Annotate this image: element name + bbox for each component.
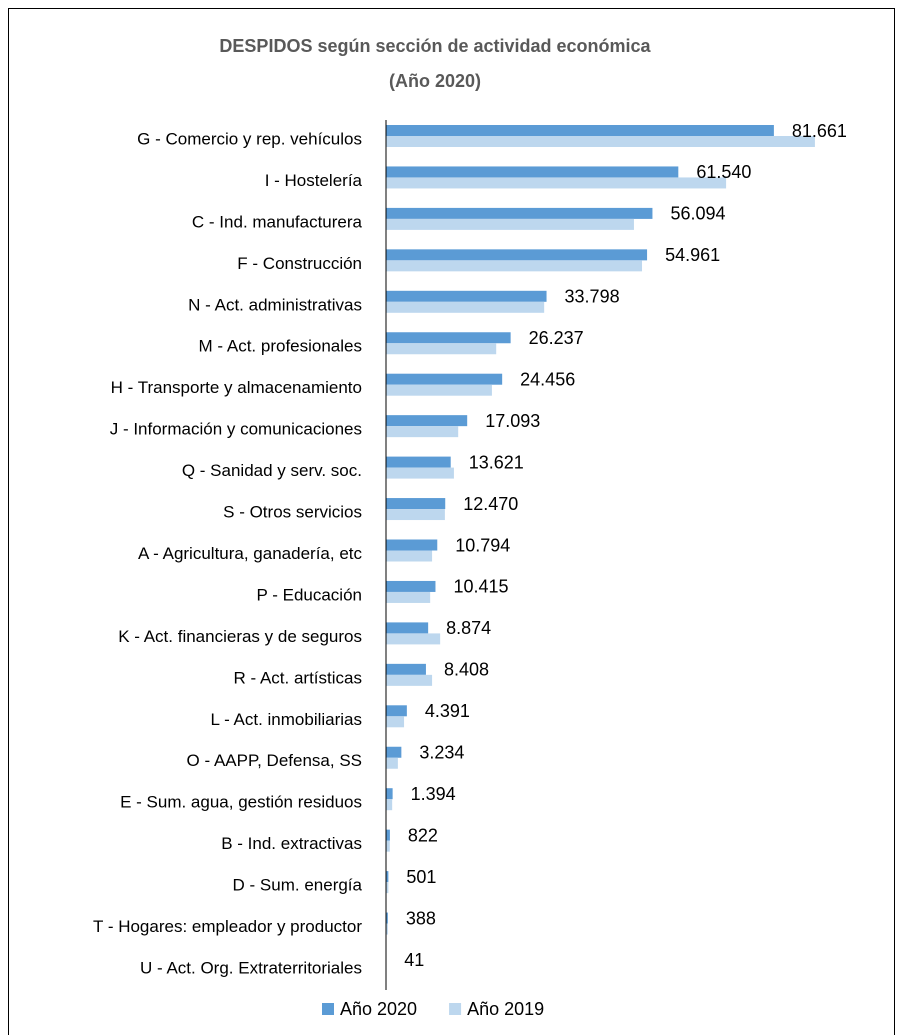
y-tick-label: S - Otros servicios (223, 503, 362, 522)
data-label: 24.456 (520, 369, 575, 389)
bar (386, 663, 426, 675)
y-tick-label: K - Act. financieras y de seguros (118, 627, 362, 646)
bar (386, 456, 451, 468)
bar (386, 788, 393, 800)
bar (386, 746, 402, 758)
bar (386, 882, 389, 894)
bar (386, 301, 545, 313)
chart-subtitle: (Año 2020) (389, 71, 481, 91)
data-label: 26.237 (529, 328, 584, 348)
legend-swatch (449, 1003, 462, 1015)
data-label: 13.621 (469, 452, 524, 472)
bar (386, 218, 634, 230)
y-tick-label: N - Act. administrativas (188, 295, 362, 314)
y-tick-label: D - Sum. energía (233, 876, 363, 895)
legend-label: Año 2020 (340, 999, 417, 1019)
y-tick-label: G - Comercio y rep. vehículos (137, 129, 362, 148)
data-label: 10.415 (453, 577, 508, 597)
y-tick-label: J - Información y comunicaciones (110, 420, 362, 439)
bar (386, 705, 407, 717)
bar (386, 136, 815, 147)
bar (386, 415, 468, 427)
y-tick-label: C - Ind. manufacturera (192, 212, 363, 231)
y-tick-label: M - Act. profesionales (199, 337, 362, 356)
bar (386, 757, 398, 769)
bar (386, 674, 433, 686)
bar (386, 622, 429, 634)
y-tick-label: O - AAPP, Defensa, SS (187, 751, 362, 770)
y-tick-label: L - Act. inmobiliarias (211, 710, 362, 729)
data-label: 81.661 (792, 121, 847, 141)
data-label: 56.094 (670, 204, 725, 224)
bar (386, 343, 497, 355)
data-label: 388 (406, 908, 436, 928)
data-label: 10.794 (455, 535, 510, 555)
y-tick-label: I - Hostelería (265, 171, 363, 190)
y-tick-label: A - Agricultura, ganadería, etc (138, 544, 362, 563)
y-tick-label: B - Ind. extractivas (221, 834, 362, 853)
data-label: 501 (406, 867, 436, 887)
data-label: 3.234 (419, 743, 464, 763)
bar (386, 539, 438, 551)
bar (386, 580, 436, 592)
bar (386, 177, 727, 189)
bar (386, 373, 503, 385)
legend-swatch (322, 1003, 334, 1015)
bar (386, 912, 388, 924)
bar (386, 840, 390, 852)
bar (386, 290, 547, 302)
y-tick-label: T - Hogares: empleador y productor (93, 917, 362, 936)
chart-title: DESPIDOS según sección de actividad econ… (219, 36, 651, 56)
data-label: 12.470 (463, 494, 518, 514)
y-tick-label: Q - Sanidad y serv. soc. (182, 461, 362, 480)
bar (386, 871, 389, 883)
y-tick-label: U - Act. Org. Extraterritoriales (140, 958, 362, 977)
bar (386, 332, 511, 344)
bar (386, 426, 459, 438)
bar (386, 207, 653, 219)
data-label: 8.408 (444, 660, 489, 680)
data-label: 822 (408, 825, 438, 845)
bar (386, 799, 393, 811)
y-tick-label: H - Transporte y almacenamiento (111, 378, 362, 397)
y-tick-label: P - Educación (256, 585, 362, 604)
bar (386, 166, 679, 178)
bar (386, 249, 648, 261)
chart-frame (8, 8, 895, 1035)
y-tick-label: F - Construcción (237, 254, 362, 273)
data-label: 4.391 (425, 701, 470, 721)
bar (386, 829, 390, 841)
data-label: 33.798 (565, 287, 620, 307)
bar (386, 633, 441, 645)
data-label: 41 (404, 950, 424, 970)
data-label: 61.540 (696, 162, 751, 182)
data-label: 54.961 (665, 245, 720, 265)
bar (386, 716, 405, 728)
bar (386, 498, 446, 510)
bar (386, 260, 643, 272)
y-tick-label: E - Sum. agua, gestión residuos (120, 793, 362, 812)
bar (386, 384, 492, 396)
bar (386, 467, 454, 479)
data-label: 1.394 (411, 784, 456, 804)
bar (386, 550, 433, 562)
bar (386, 125, 774, 136)
bar (386, 509, 445, 521)
data-label: 17.093 (485, 411, 540, 431)
legend-label: Año 2019 (467, 999, 544, 1019)
bar (386, 591, 431, 603)
bar (386, 923, 388, 935)
data-label: 8.874 (446, 618, 491, 638)
y-tick-label: R - Act. artísticas (234, 668, 362, 687)
